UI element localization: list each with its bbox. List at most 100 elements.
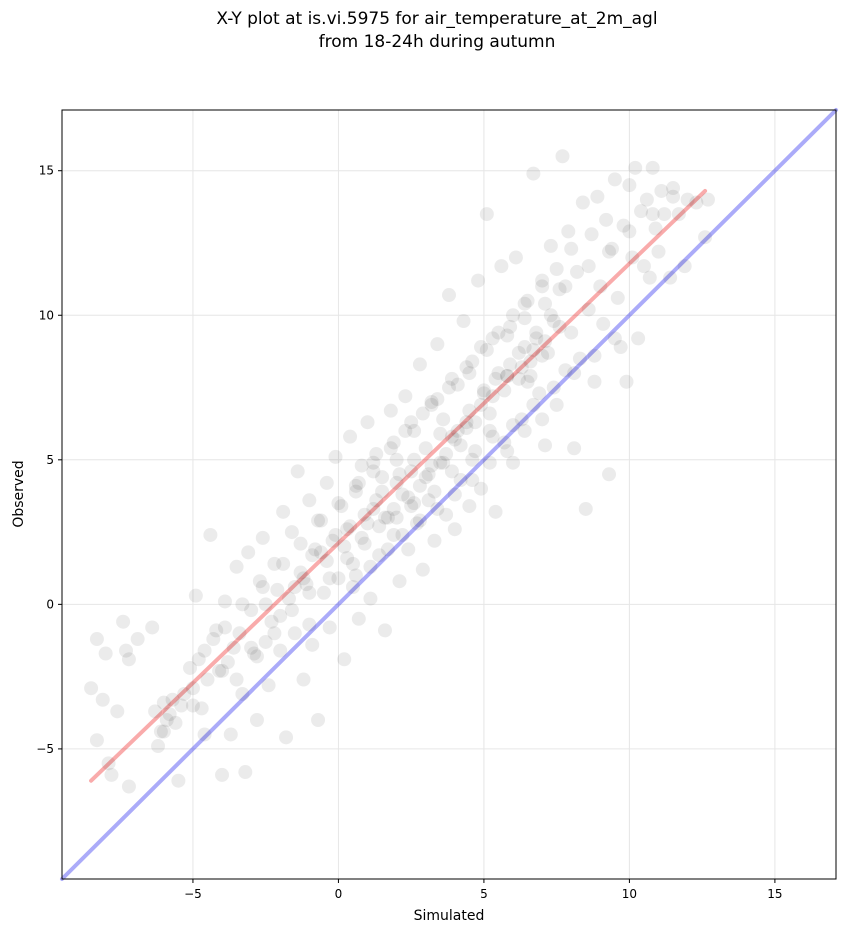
data-point (558, 363, 573, 378)
data-point (273, 643, 288, 658)
data-point (453, 473, 468, 488)
data-point (247, 646, 262, 661)
data-point (372, 548, 387, 563)
data-point (363, 591, 378, 606)
data-point (543, 238, 558, 253)
data-point (159, 712, 174, 727)
data-point (319, 553, 334, 568)
data-point (418, 441, 433, 456)
data-point (474, 340, 489, 355)
x-tick-label: −5 (184, 887, 202, 901)
data-point (395, 487, 410, 502)
data-point (229, 672, 244, 687)
data-point (273, 608, 288, 623)
data-point (430, 337, 445, 352)
data-point (241, 545, 256, 560)
data-point (476, 386, 491, 401)
data-point (270, 582, 285, 597)
data-point (482, 455, 497, 470)
data-point (383, 403, 398, 418)
data-point (538, 438, 553, 453)
data-point (299, 577, 314, 592)
data-point (89, 733, 104, 748)
data-point (357, 507, 372, 522)
data-point (526, 342, 541, 357)
data-point (645, 160, 660, 175)
data-point (444, 371, 459, 386)
data-point (500, 328, 515, 343)
data-point (517, 340, 532, 355)
grid (62, 110, 836, 879)
data-point (444, 464, 459, 479)
data-point (337, 652, 352, 667)
data-points (84, 149, 715, 794)
data-point (415, 562, 430, 577)
data-point (622, 224, 637, 239)
data-point (543, 308, 558, 323)
data-point (439, 447, 454, 462)
data-point (526, 397, 541, 412)
data-point (581, 259, 596, 274)
data-point (404, 415, 419, 430)
data-point (200, 672, 215, 687)
data-point (532, 386, 547, 401)
data-point (343, 429, 358, 444)
data-point (104, 767, 119, 782)
data-point (535, 348, 550, 363)
data-point (395, 527, 410, 542)
data-point (287, 580, 302, 595)
y-axis-ticks: −5 0 5 10 15 (36, 164, 62, 756)
data-point (357, 536, 372, 551)
data-point (628, 160, 643, 175)
data-point (380, 542, 395, 557)
plot-frame (61, 109, 837, 880)
data-point (535, 279, 550, 294)
data-point (130, 632, 145, 647)
data-point (491, 325, 506, 340)
data-point (398, 389, 413, 404)
data-point (450, 423, 465, 438)
data-point (462, 499, 477, 514)
data-point (407, 452, 422, 467)
data-point (654, 183, 669, 198)
data-point (500, 444, 515, 459)
data-point (517, 423, 532, 438)
data-point (401, 542, 416, 557)
data-point (529, 325, 544, 340)
x-axis-label: Simulated (414, 908, 485, 924)
data-point (375, 484, 390, 499)
data-point (409, 516, 424, 531)
data-point (296, 571, 311, 586)
data-point (482, 406, 497, 421)
data-point (567, 366, 582, 381)
data-point (345, 556, 360, 571)
data-point (412, 513, 427, 528)
data-point (194, 701, 209, 716)
data-point (220, 655, 235, 670)
data-point (599, 212, 614, 227)
data-point (500, 368, 515, 383)
data-point (380, 510, 395, 525)
data-point (430, 392, 445, 407)
y-axis-label: Observed (11, 460, 27, 527)
data-point (328, 527, 343, 542)
data-point (459, 421, 474, 436)
data-point (462, 366, 477, 381)
data-point (302, 617, 317, 632)
data-point (325, 533, 340, 548)
data-point (607, 331, 622, 346)
data-point (348, 478, 363, 493)
data-point (313, 545, 328, 560)
data-point (526, 166, 541, 181)
data-point (663, 270, 678, 285)
data-point (506, 455, 521, 470)
data-point (372, 519, 387, 534)
data-point (389, 475, 404, 490)
chart-title-line-2: from 18-24h during autumn (319, 32, 556, 52)
data-point (575, 195, 590, 210)
data-point (354, 458, 369, 473)
data-point (290, 464, 305, 479)
data-point (482, 423, 497, 438)
data-point (412, 478, 427, 493)
data-point (447, 432, 462, 447)
